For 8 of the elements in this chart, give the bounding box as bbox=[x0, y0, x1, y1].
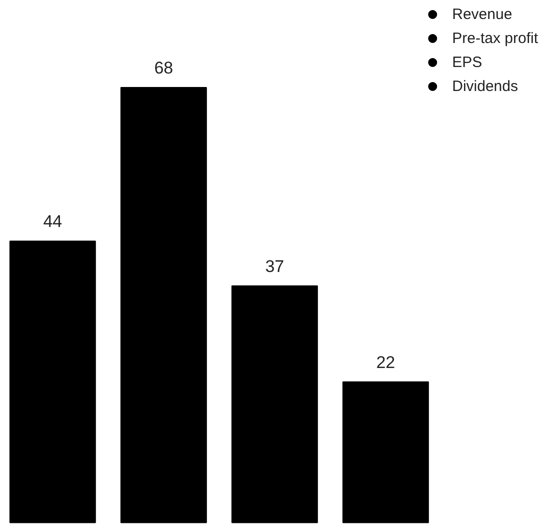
legend-label: Dividends bbox=[452, 78, 518, 94]
data-label: 68 bbox=[154, 58, 174, 78]
legend-label: EPS bbox=[452, 54, 482, 70]
legend-label: Pre-tax profit bbox=[452, 30, 538, 46]
data-label: 22 bbox=[376, 352, 396, 372]
legend-label: Revenue bbox=[452, 6, 512, 22]
data-label: 44 bbox=[43, 212, 62, 232]
data-label: 37 bbox=[265, 256, 284, 276]
